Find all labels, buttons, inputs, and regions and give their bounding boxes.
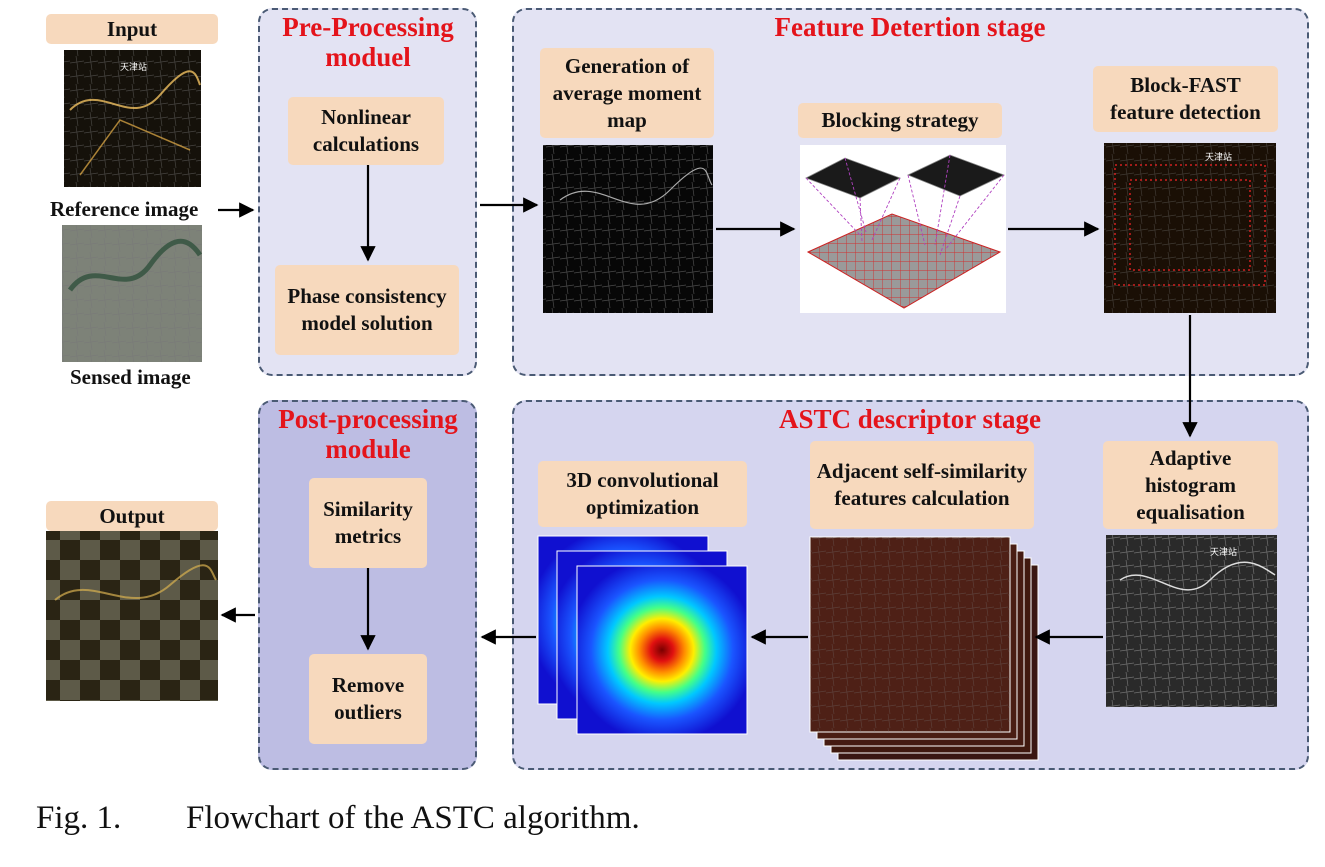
post-processing-title: Post-processing module xyxy=(278,404,458,464)
input-label-box: Input xyxy=(46,14,218,44)
output-image xyxy=(46,531,218,701)
nonlinear-calculations-box: Nonlinear calculations xyxy=(288,97,444,165)
reference-image: 天津站 xyxy=(64,50,201,187)
3d-convolution-box: 3D convolutional optimization xyxy=(538,461,747,527)
feature-detection-title: Feature Detertion stage xyxy=(774,12,1046,42)
sensed-image-label: Sensed image xyxy=(70,365,191,389)
similarity-metrics-box: Similarity metrics xyxy=(309,478,427,568)
figure-caption-label: Fig. 1. xyxy=(36,800,122,836)
reference-image-label: Reference image xyxy=(50,197,199,221)
figure-caption-text: Flowchart of the ASTC algorithm. xyxy=(186,800,640,836)
sensed-image xyxy=(62,225,203,362)
blocking-strategy-box: Blocking strategy xyxy=(798,103,1002,138)
station-label-reference: 天津站 xyxy=(120,61,147,73)
output-label-box: Output xyxy=(46,501,218,531)
astc-descriptor-title: ASTC descriptor stage xyxy=(779,404,1041,434)
phase-consistency-box: Phase consistency model solution xyxy=(275,265,459,355)
average-moment-map-box: Generation of average moment map xyxy=(540,48,714,138)
pre-processing-title: Pre-Processing moduel xyxy=(282,12,454,72)
adaptive-histogram-box: Adaptive histogram equalisation xyxy=(1103,441,1278,529)
block-fast-box: Block-FAST feature detection xyxy=(1093,66,1278,132)
self-similarity-box: Adjacent self-similarity features calcul… xyxy=(810,441,1034,529)
remove-outliers-box: Remove outliers xyxy=(309,654,427,744)
